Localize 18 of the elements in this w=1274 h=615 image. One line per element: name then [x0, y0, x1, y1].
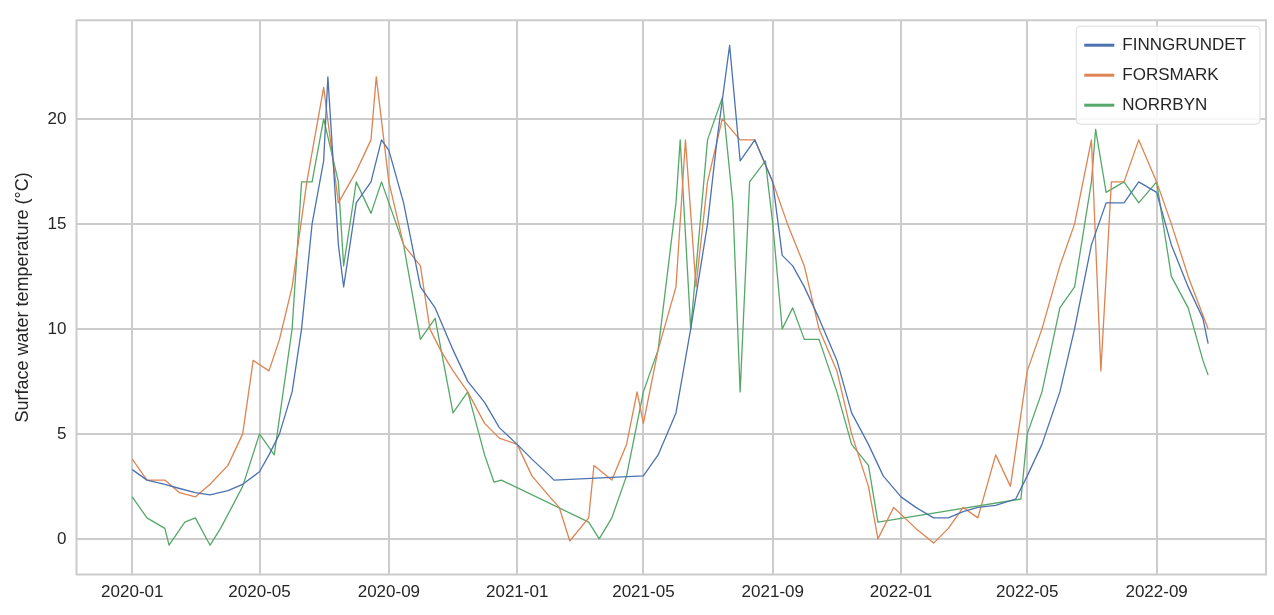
x-tick-label: 2020-05 [228, 582, 291, 602]
y-tick-label: 5 [57, 423, 67, 443]
y-tick-label: 0 [57, 528, 67, 548]
legend-label: FORSMARK [1122, 64, 1220, 84]
y-tick-label: 20 [47, 108, 67, 128]
x-tick-label: 2021-01 [485, 582, 549, 602]
x-tick-label: 2022-01 [869, 582, 933, 602]
x-tick-label: 2020-09 [357, 582, 421, 602]
y-tick-label: 15 [47, 213, 67, 233]
x-tick-label: 2022-05 [996, 582, 1059, 602]
x-tick-label: 2022-09 [1125, 582, 1188, 602]
legend-label: FINNGRUNDET [1122, 34, 1246, 54]
x-tick-label: 2021-09 [741, 582, 804, 602]
legend-label: NORRBYN [1122, 94, 1208, 114]
x-tick-label: 2021-05 [612, 582, 675, 602]
y-tick-label: 10 [47, 318, 67, 338]
x-tick-label: 2020-01 [101, 582, 164, 602]
y-axis-title: Surface water temperature (°C) [11, 172, 32, 423]
